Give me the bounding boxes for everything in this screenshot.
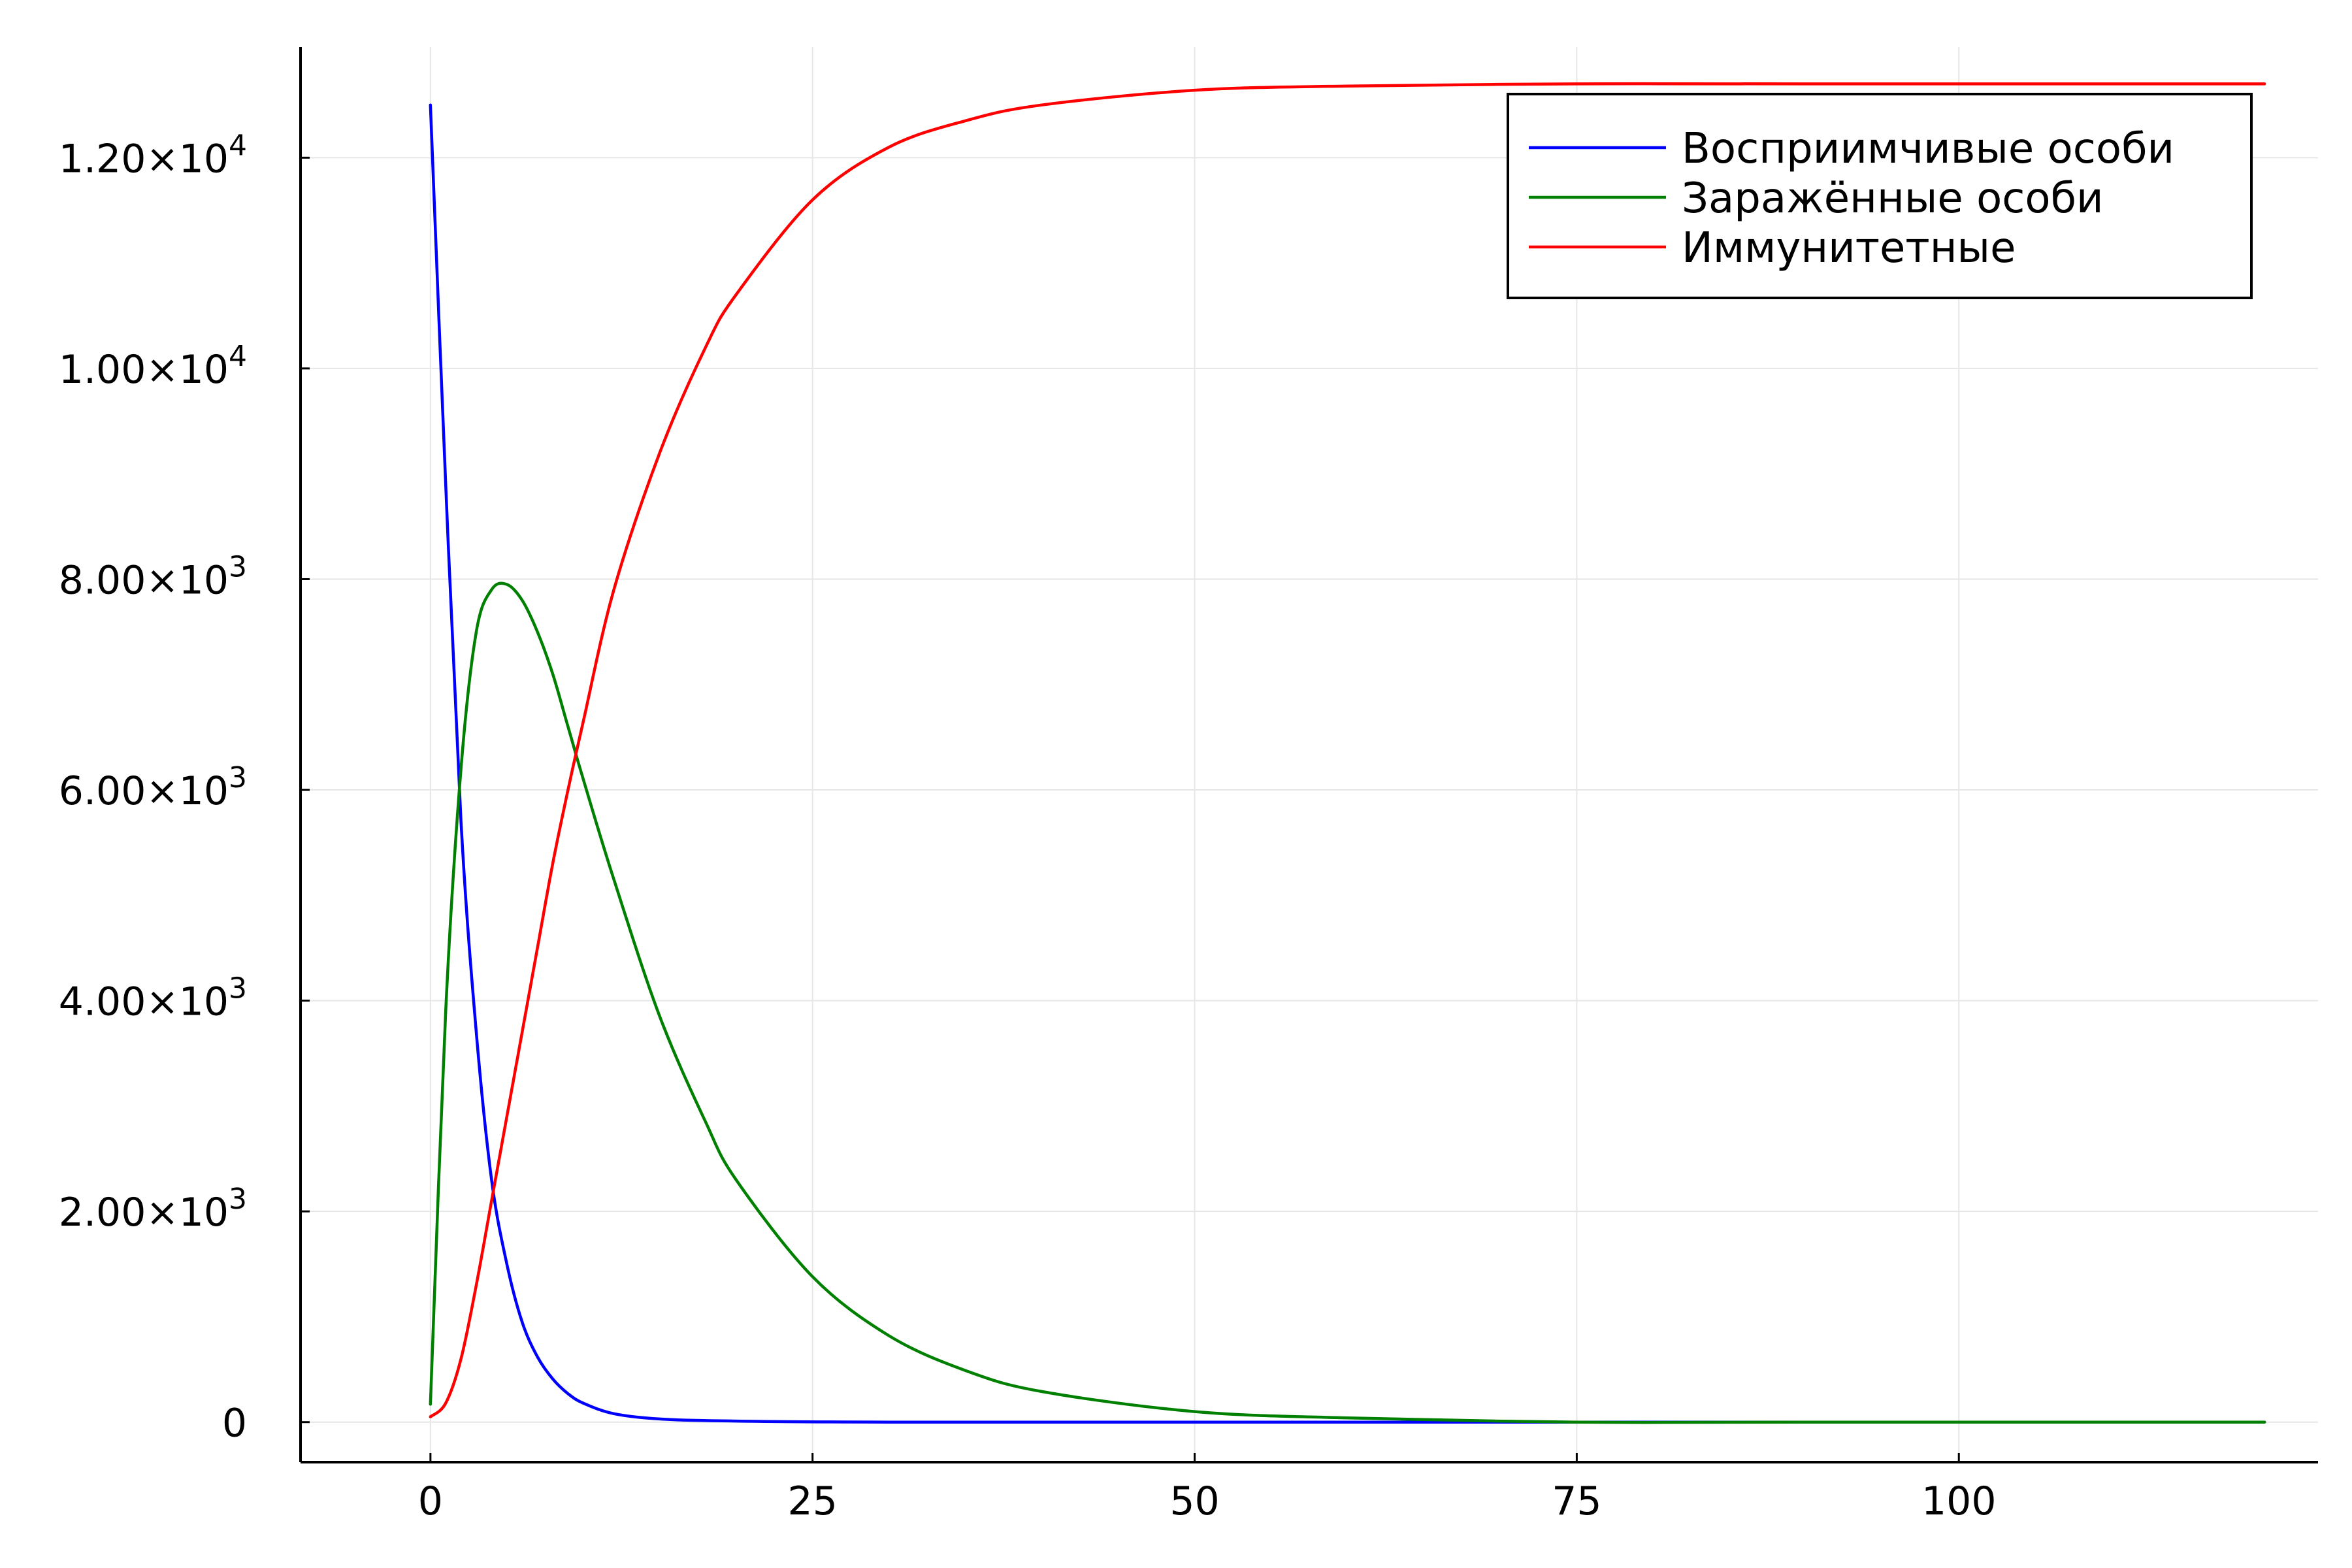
y-tick-mantissa: 2.00×10 [59,1190,229,1235]
legend-label-2: Заражённые особи [1682,174,2104,223]
plot-series [429,82,2266,1424]
x-tick-label: 50 [1169,1478,1219,1524]
y-tick-mantissa: 1.20×10 [59,136,229,182]
y-tick-label: 4.00×103 [59,972,247,1025]
y-tick-label: 6.00×103 [59,761,247,814]
y-tick-label: 1.20×104 [59,129,247,182]
y-tick-exponent: 3 [229,761,247,794]
y-ticks: 02.00×1034.00×1036.00×1038.00×1031.00×10… [59,129,310,1446]
y-tick-exponent: 3 [229,550,247,583]
y-tick-exponent: 4 [229,129,247,162]
x-ticks: 0 25 50 75 100 [418,1453,1997,1524]
legend-label-3: Иммунитетные [1682,224,2016,272]
x-tick-label: 0 [418,1478,443,1524]
y-tick-label: 2.00×103 [59,1183,247,1235]
y-tick-mantissa: 1.00×10 [59,347,229,393]
y-tick-label: 8.00×103 [59,550,247,603]
y-tick-exponent: 3 [229,1183,247,1216]
y-tick-exponent: 3 [229,972,247,1005]
series-line-2 [429,581,2266,1424]
axes [299,47,2318,1463]
series-line-1 [429,103,2266,1424]
legend-label-1: Восприимчивые особи [1682,125,2174,173]
y-tick-mantissa: 6.00×10 [59,768,229,814]
y-tick-label: 1.00×104 [59,340,247,393]
series-line-3 [429,82,2266,1418]
y-tick-mantissa: 4.00×10 [59,979,229,1025]
x-tick-label: 75 [1552,1478,1601,1524]
y-tick-mantissa: 0 [222,1401,247,1446]
x-tick-label: 100 [1921,1478,1997,1524]
y-tick-exponent: 4 [229,340,247,373]
y-tick-mantissa: 8.00×10 [59,557,229,603]
x-tick-label: 25 [788,1478,838,1524]
y-tick-label: 0 [222,1401,247,1446]
